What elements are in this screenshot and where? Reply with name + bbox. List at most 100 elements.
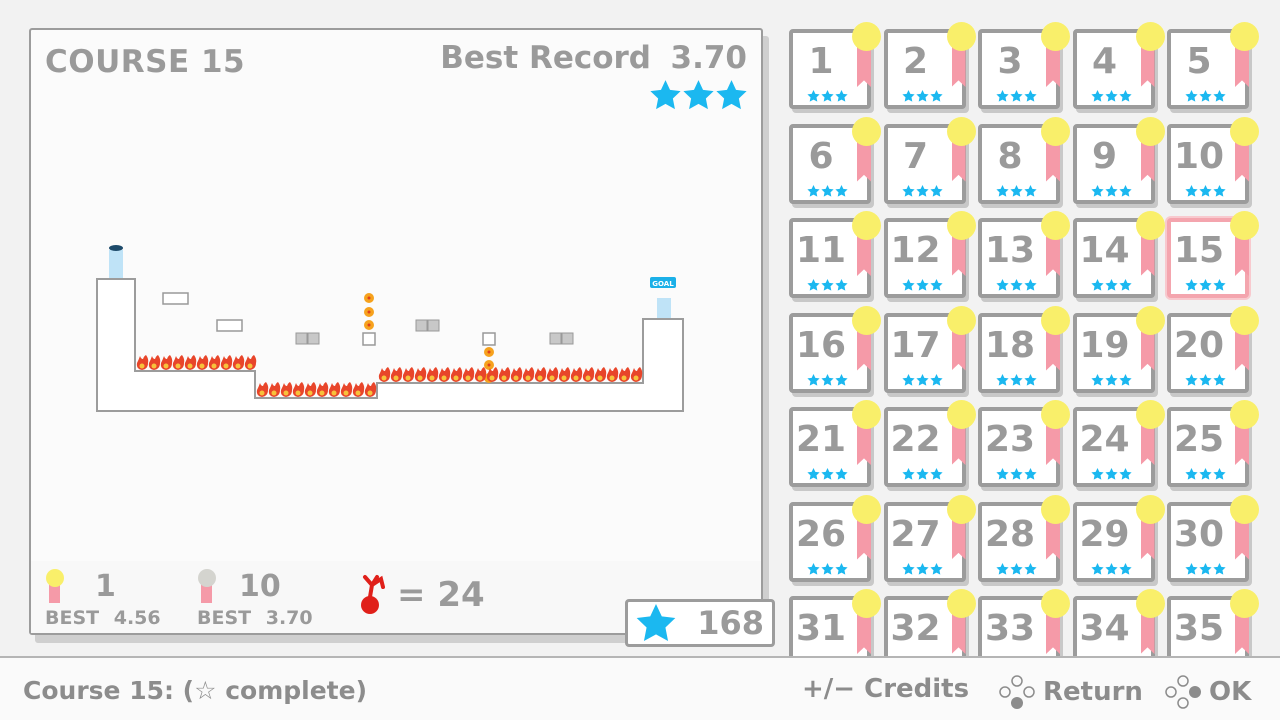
fire-core (355, 390, 361, 396)
course-tile-7[interactable]: 7 (883, 116, 976, 204)
ribbon-icon (857, 610, 871, 654)
ribbon-icon (1235, 610, 1249, 654)
credits-button[interactable]: +/− Credits (802, 674, 969, 704)
gold-medal-icon (1135, 211, 1165, 240)
fire-core (621, 375, 627, 381)
course-stars (901, 90, 943, 102)
course-tile-20[interactable]: 20 (1167, 305, 1259, 393)
course-tile-15[interactable]: 15 (1167, 211, 1259, 298)
fire-core (151, 363, 157, 369)
fire-core (235, 363, 241, 369)
return-label: Return (1043, 677, 1143, 707)
course-tile-11[interactable]: 11 (789, 211, 881, 298)
course-tile-18[interactable]: 18 (978, 305, 1070, 393)
ribbon-icon (857, 515, 871, 560)
fire-core (343, 390, 349, 396)
star-icon (1199, 184, 1212, 197)
star-icon (929, 279, 943, 291)
course-tile-22[interactable]: 22 (883, 400, 976, 487)
star-icon (835, 562, 848, 575)
ribbon-icon (951, 326, 966, 371)
start-beam (109, 250, 123, 278)
course-tile-19[interactable]: 19 (1072, 305, 1165, 393)
course-tile-30[interactable]: 30 (1167, 494, 1259, 582)
course-number: 8 (997, 135, 1023, 177)
ground (96, 278, 684, 412)
course-tile-34[interactable]: 34 (1072, 589, 1165, 676)
star-icon (821, 468, 834, 480)
gold-medal-icon (946, 305, 976, 335)
course-tile-21[interactable]: 21 (789, 400, 881, 487)
course-tile-10[interactable]: 10 (1167, 116, 1259, 204)
star-icon (1185, 184, 1198, 197)
gold-medal-icon (1230, 494, 1259, 524)
course-tile-24[interactable]: 24 (1072, 400, 1165, 487)
course-tile-6[interactable]: 6 (789, 116, 881, 204)
star-icon (929, 373, 943, 386)
star-icon (1199, 90, 1212, 102)
course-tile-12[interactable]: 12 (883, 211, 976, 298)
ribbon-icon (857, 137, 871, 182)
course-tile-4[interactable]: 4 (1072, 22, 1165, 109)
ribbon-icon (1140, 421, 1155, 465)
return-button[interactable]: Return (997, 674, 1143, 710)
course-tile-25[interactable]: 25 (1167, 400, 1259, 487)
star-icon (929, 468, 943, 480)
gold-best: BEST 4.56 (45, 607, 161, 629)
course-stars (807, 562, 848, 575)
course-tile-29[interactable]: 29 (1072, 494, 1165, 582)
course-number: 4 (1091, 41, 1118, 82)
course-tile-1[interactable]: 1 (789, 22, 881, 109)
course-tile-2[interactable]: 2 (883, 22, 976, 109)
switch-block (549, 332, 562, 345)
course-tile-28[interactable]: 28 (978, 494, 1070, 582)
ribbon-icon (1235, 43, 1249, 87)
course-number: 34 (1079, 608, 1130, 649)
course-tile-9[interactable]: 9 (1072, 116, 1165, 204)
course-tile-5[interactable]: 5 (1167, 22, 1259, 109)
fire-core (307, 390, 313, 396)
course-tile-13[interactable]: 13 (978, 211, 1070, 298)
ribbon-icon (1046, 610, 1060, 654)
star-icon (636, 604, 676, 642)
silver-medal-icon (198, 569, 216, 603)
course-tile-14[interactable]: 14 (1072, 211, 1165, 298)
gold-medal-icon (1135, 116, 1165, 146)
ribbon-icon (951, 515, 966, 560)
course-stars (807, 373, 848, 386)
course-number: 27 (890, 513, 941, 555)
star-icon (915, 373, 929, 386)
gold-medal-icon (1041, 211, 1070, 240)
fireball-core (487, 363, 491, 367)
course-stars (1185, 279, 1226, 291)
gold-medal-icon (946, 22, 976, 51)
gold-medal-icon (1041, 589, 1070, 618)
goal-label: GOAL (652, 280, 674, 288)
course-number: 12 (890, 230, 941, 271)
course-number: 33 (984, 608, 1036, 649)
course-tile-3[interactable]: 3 (978, 22, 1070, 109)
star-icon (821, 562, 834, 575)
course-number: 35 (1173, 608, 1225, 649)
course-tile-8[interactable]: 8 (978, 116, 1070, 204)
course-number: 18 (984, 324, 1036, 366)
star-icon (1024, 279, 1037, 291)
course-tile-26[interactable]: 26 (789, 494, 881, 582)
fire-core (525, 375, 531, 381)
fire-core (163, 363, 169, 369)
star-icon (835, 90, 848, 102)
ribbon-icon (1046, 137, 1060, 182)
course-tile-27[interactable]: 27 (883, 494, 976, 582)
ribbon-icon (1046, 515, 1060, 560)
course-tile-16[interactable]: 16 (789, 305, 881, 393)
level-preview: GOAL (96, 245, 684, 412)
course-tile-17[interactable]: 17 (883, 305, 976, 393)
ribbon-icon (1046, 232, 1060, 276)
ribbon-icon (1140, 137, 1155, 182)
switch-block (561, 332, 574, 345)
course-stars (901, 468, 943, 480)
best-record-label: Best Record (440, 40, 651, 76)
ok-button[interactable]: OK (1163, 674, 1251, 710)
star-icon (1213, 184, 1226, 197)
course-tile-23[interactable]: 23 (978, 400, 1070, 487)
